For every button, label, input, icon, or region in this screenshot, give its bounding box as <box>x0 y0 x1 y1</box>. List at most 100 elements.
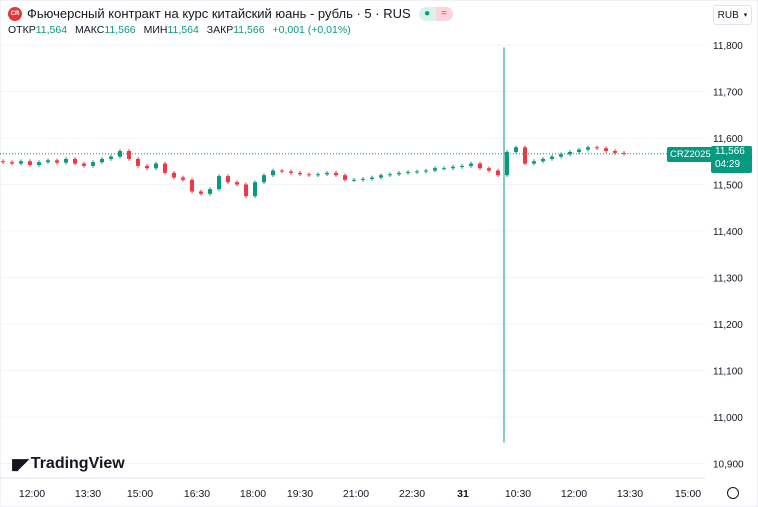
candle-body <box>595 147 599 149</box>
price-tick-label: 11,700 <box>713 88 743 99</box>
price-tick-label: 11,300 <box>713 274 743 285</box>
candle-body <box>325 172 329 175</box>
bar-countdown: 04:29 <box>715 158 741 170</box>
candle-body <box>244 184 248 197</box>
time-tick-label: 15:00 <box>674 488 702 500</box>
candle-body <box>442 168 446 170</box>
high-label: МАКС <box>74 24 105 36</box>
candle-body <box>523 147 527 164</box>
candle-body <box>406 171 410 173</box>
candle-body <box>154 163 158 169</box>
price-tick-label: 11,100 <box>713 367 743 378</box>
candle-body <box>10 162 14 164</box>
candle-body <box>433 168 437 171</box>
candle-body <box>505 151 509 176</box>
candle-body <box>586 147 590 150</box>
candle-body <box>82 163 86 166</box>
last-price-label: 11,566 04:29 <box>711 146 752 173</box>
candle-body <box>478 163 482 169</box>
candle-body <box>424 170 428 172</box>
high-value: 11,566 <box>104 24 136 36</box>
candle-body <box>460 165 464 167</box>
candle-body <box>496 170 500 176</box>
tradingview-logo[interactable]: ▮◤ TradingView <box>11 455 125 473</box>
candle-body <box>559 154 563 157</box>
candle-body <box>316 174 320 176</box>
candle-body <box>361 178 365 180</box>
candle-body <box>55 160 59 163</box>
candle-body <box>622 152 626 154</box>
candle-body <box>37 162 41 165</box>
candle-body <box>370 177 374 179</box>
time-tick-label: 10:30 <box>504 488 532 500</box>
candle-body <box>190 179 194 192</box>
candle-body <box>334 172 338 176</box>
candle-body <box>352 179 356 181</box>
candle-body <box>199 191 203 194</box>
candle-body <box>280 170 284 172</box>
candle-body <box>181 177 185 180</box>
candle-body <box>100 158 104 163</box>
candle-body <box>388 174 392 176</box>
price-tick-label: 11,000 <box>713 413 743 424</box>
currency-label: RUB <box>717 9 739 21</box>
symbol-price-label: CRZ2025 <box>667 147 714 162</box>
candle-body <box>541 158 545 162</box>
candle-body <box>208 189 212 194</box>
candle-body <box>1 161 5 163</box>
candle-body <box>568 151 572 155</box>
time-tick-label: 13:30 <box>616 488 644 500</box>
candle-body <box>118 151 122 157</box>
candle-body <box>577 149 581 152</box>
close-value: 11,566 <box>233 24 265 36</box>
candle-body <box>415 171 419 173</box>
time-tick-label: 19:30 <box>286 488 314 500</box>
market-status[interactable]: ● ≈ <box>418 6 453 21</box>
market-open-icon: ● <box>418 6 436 21</box>
price-tick-label: 11,600 <box>713 134 743 145</box>
ohlc-legend: ОТКР11,564 МАКС11,566 МИН11,564 ЗАКР11,5… <box>8 24 356 36</box>
candle-body <box>514 147 518 152</box>
candle-body <box>163 163 167 173</box>
candle-body <box>136 158 140 166</box>
currency-select[interactable]: RUB ▾ <box>713 5 752 25</box>
low-label: МИН <box>143 24 168 36</box>
price-tick-label: 11,200 <box>713 320 743 331</box>
time-tick-label: 18:00 <box>239 488 267 500</box>
candle-body <box>253 182 257 197</box>
candle-body <box>19 161 23 164</box>
symbol-logo: CR <box>8 6 22 21</box>
time-tick-label: 15:00 <box>126 488 154 500</box>
candle-body <box>226 176 230 183</box>
candle-body <box>172 172 176 178</box>
time-tick-label: 16:30 <box>183 488 211 500</box>
symbol-title[interactable]: Фьючерсный контракт на курс китайский юа… <box>27 6 411 21</box>
time-tick-label: 13:30 <box>74 488 102 500</box>
candle-body <box>28 161 32 165</box>
price-tick-label: 10,900 <box>713 460 744 471</box>
close-label: ЗАКР <box>206 24 234 36</box>
candle-body <box>46 160 50 163</box>
candle-body <box>487 168 491 171</box>
candle-body <box>73 158 77 164</box>
candle-body <box>289 171 293 173</box>
candle-body <box>613 151 617 153</box>
candle-body <box>271 170 275 176</box>
price-tick-label: 11,400 <box>713 227 743 238</box>
last-price: 11,566 <box>715 146 745 157</box>
candle-body <box>298 172 302 175</box>
candle-body <box>217 176 221 190</box>
time-tick-label: 22:30 <box>398 488 426 500</box>
tv-logo-icon: ▮◤ <box>11 456 29 473</box>
change-value: +0,001 (+0,01%) <box>272 24 351 36</box>
settings-icon[interactable] <box>727 487 739 499</box>
time-tick-label: 12:00 <box>18 488 46 500</box>
candle-body <box>379 175 383 178</box>
time-tick-label: 12:00 <box>560 488 588 500</box>
candle-body <box>127 151 131 159</box>
candle-body <box>343 175 347 180</box>
low-value: 11,564 <box>167 24 199 36</box>
time-tick-label: 31 <box>457 488 469 500</box>
